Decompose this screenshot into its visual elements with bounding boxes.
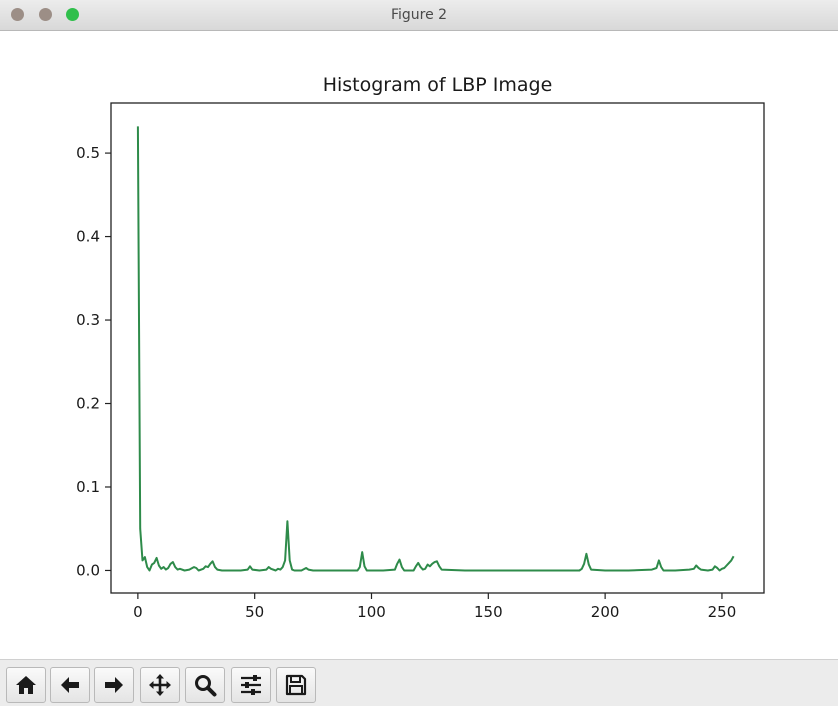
save-figure-button[interactable] xyxy=(276,667,316,703)
y-tick-label: 0.5 xyxy=(76,144,100,162)
configure-subplots-button[interactable] xyxy=(231,667,271,703)
histogram-chart: Histogram of LBP Image 0 50 100 150 200 250 0.0… xyxy=(76,74,765,621)
arrow-left-icon xyxy=(61,677,79,693)
back-button[interactable] xyxy=(50,667,90,703)
histogram-line xyxy=(136,126,735,572)
minimize-window-button[interactable] xyxy=(39,8,52,21)
plot-area-frame xyxy=(110,102,765,594)
sliders-icon xyxy=(241,675,261,695)
close-window-button[interactable] xyxy=(11,8,24,21)
arrow-right-icon xyxy=(105,677,123,693)
x-tick-label: 0 xyxy=(133,603,143,621)
y-tick-label: 0.1 xyxy=(76,478,100,496)
navigation-toolbar xyxy=(0,659,838,706)
x-tick-label: 150 xyxy=(474,603,503,621)
maximize-window-button[interactable] xyxy=(66,8,79,21)
figure-canvas: Histogram of LBP Image 0 50 100 150 200 250 0.0… xyxy=(0,31,838,659)
window-titlebar: Figure 2 xyxy=(0,0,838,31)
forward-button[interactable] xyxy=(94,667,134,703)
window-title: Figure 2 xyxy=(390,7,448,23)
zoom-icon xyxy=(195,675,217,697)
y-tick-label: 0.3 xyxy=(76,311,100,329)
home-button[interactable] xyxy=(6,667,46,703)
x-tick-label: 50 xyxy=(245,603,264,621)
y-tick-label: 0.2 xyxy=(76,395,100,413)
pan-button[interactable] xyxy=(140,667,180,703)
home-icon xyxy=(16,676,36,694)
y-tick-label: 0.4 xyxy=(76,228,100,246)
zoom-button[interactable] xyxy=(185,667,225,703)
x-tick-label: 250 xyxy=(708,603,737,621)
move-icon xyxy=(149,674,171,696)
chart-title: Histogram of LBP Image xyxy=(323,74,553,96)
x-tick-label: 200 xyxy=(591,603,620,621)
y-tick-label: 0.0 xyxy=(76,561,100,579)
save-icon xyxy=(285,674,307,696)
x-tick-label: 100 xyxy=(357,603,386,621)
